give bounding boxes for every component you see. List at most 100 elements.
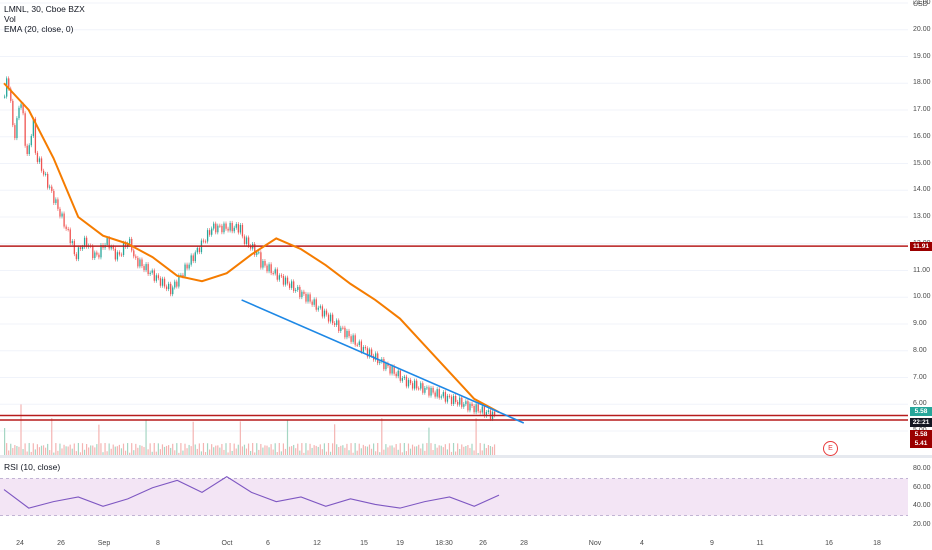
rsi-pane[interactable] xyxy=(0,458,908,536)
volume-bar xyxy=(147,449,149,455)
volume-bar xyxy=(75,451,77,455)
candle-body xyxy=(178,275,180,287)
volume-bar xyxy=(270,444,272,455)
volume-bar xyxy=(297,443,299,455)
price-tick-label: 9.00 xyxy=(913,320,927,327)
candle-body xyxy=(489,410,492,420)
volume-bar xyxy=(231,450,233,455)
rsi-chart-svg[interactable] xyxy=(0,458,908,536)
candle-body xyxy=(180,274,182,276)
volume-bar xyxy=(395,444,397,455)
volume-bar xyxy=(221,443,223,455)
candle-body xyxy=(411,383,414,389)
candle-body xyxy=(254,244,256,255)
candle-body xyxy=(479,411,481,413)
volume-bar xyxy=(268,447,270,455)
candle-body xyxy=(241,224,244,237)
volume-bar xyxy=(338,447,340,455)
volume-bar xyxy=(436,447,438,455)
pane-separator[interactable] xyxy=(0,455,932,458)
candle-body xyxy=(375,353,377,360)
candle-body xyxy=(323,310,326,317)
volume-bar xyxy=(465,446,467,455)
volume-bar xyxy=(493,444,496,455)
volume-bar xyxy=(291,446,293,455)
time-tick-label: Sep xyxy=(97,540,111,547)
candle-body xyxy=(459,397,461,405)
volume-bar xyxy=(143,447,145,455)
volume-bar xyxy=(315,445,317,455)
volume-bar xyxy=(383,449,385,455)
volume-bar xyxy=(92,445,94,455)
candle-body xyxy=(139,259,141,267)
volume-legend[interactable]: Vol xyxy=(4,14,16,24)
volume-bar xyxy=(57,450,59,455)
volume-bar xyxy=(272,449,274,455)
volume-bar xyxy=(401,452,403,455)
volume-bar xyxy=(38,447,41,455)
volume-bar xyxy=(385,444,387,455)
price-chart[interactable] xyxy=(0,0,908,455)
candle-body xyxy=(196,247,198,253)
price-tag: 5.58 xyxy=(910,430,932,440)
volume-bar xyxy=(245,448,248,455)
price-tick-label: 17.00 xyxy=(913,106,931,113)
volume-bar xyxy=(42,445,45,455)
volume-bar xyxy=(247,443,250,455)
candle-body xyxy=(311,301,313,305)
volume-bar xyxy=(36,444,38,455)
candle-body xyxy=(135,256,137,258)
volume-bar xyxy=(346,443,348,455)
candle-body xyxy=(8,78,10,89)
candle-body xyxy=(432,387,434,393)
volume-bar xyxy=(389,445,391,455)
time-tick-label: 19 xyxy=(396,540,404,547)
volume-bar xyxy=(112,444,114,455)
candle-body xyxy=(202,240,205,242)
candle-body xyxy=(264,260,266,266)
candle-body xyxy=(186,264,188,269)
rsi-tick-label: 80.00 xyxy=(913,465,931,473)
rsi-legend[interactable]: RSI (10, close) xyxy=(4,462,61,472)
volume-bar xyxy=(129,452,131,455)
volume-bar xyxy=(139,445,141,455)
candle-body xyxy=(65,226,67,229)
candle-body xyxy=(141,259,143,267)
candle-body xyxy=(12,100,14,126)
price-chart-svg[interactable] xyxy=(0,0,908,455)
time-tick-label: 4 xyxy=(640,540,644,547)
candle-body xyxy=(452,396,455,404)
candle-body xyxy=(151,270,153,273)
candle-body xyxy=(321,306,324,317)
volume-bar xyxy=(172,443,174,455)
volume-bar xyxy=(131,443,133,455)
candle-body xyxy=(295,289,297,291)
volume-bar xyxy=(358,443,360,455)
symbol-legend[interactable]: LMNL, 30, Cboe BZX xyxy=(4,4,85,14)
candle-body xyxy=(473,406,475,413)
earnings-icon[interactable]: E xyxy=(823,441,838,456)
time-tick-label: 24 xyxy=(16,540,24,547)
candle-body xyxy=(348,330,350,337)
volume-bar xyxy=(194,444,196,455)
candle-body xyxy=(350,336,352,342)
ema-legend[interactable]: EMA (20, close, 0) xyxy=(4,24,74,34)
volume-bar xyxy=(452,443,455,455)
volume-bar xyxy=(334,424,336,455)
volume-bar xyxy=(323,443,325,455)
candle-body xyxy=(329,314,332,322)
candle-body xyxy=(57,199,59,209)
candle-body xyxy=(120,254,123,256)
volume-bar xyxy=(98,424,100,455)
volume-bar xyxy=(55,443,57,455)
volume-bar xyxy=(213,447,215,455)
volume-bar xyxy=(473,450,475,455)
candle-body xyxy=(194,252,196,262)
candle-body xyxy=(477,404,479,412)
candle-body xyxy=(137,257,139,267)
volume-bar xyxy=(381,418,383,455)
candle-body xyxy=(438,389,440,398)
candle-body xyxy=(487,410,490,412)
candle-body xyxy=(282,276,285,285)
candle-body xyxy=(168,283,170,290)
